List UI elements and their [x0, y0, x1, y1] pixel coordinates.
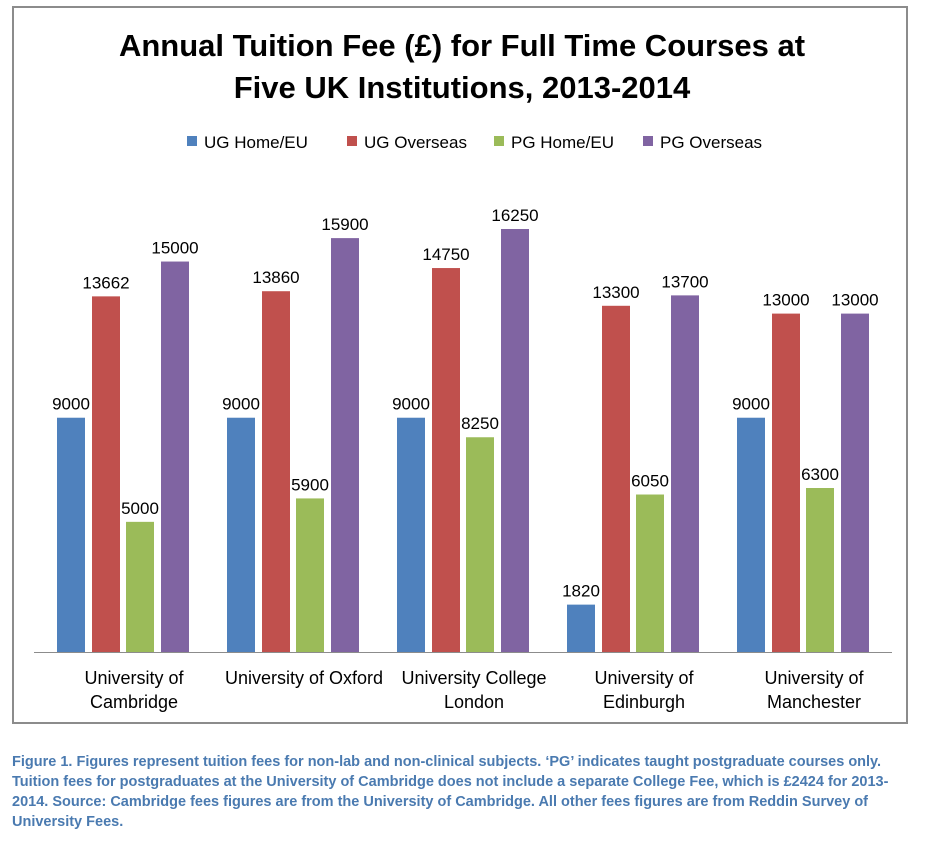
bar: [432, 268, 460, 652]
bar: [331, 238, 359, 652]
bar: [841, 313, 869, 652]
data-label: 13860: [252, 268, 299, 287]
data-label: 1820: [562, 582, 600, 601]
figure-caption: Figure 1. Figures represent tuition fees…: [12, 754, 889, 830]
bar: [602, 305, 630, 652]
legend-swatch: [347, 136, 357, 146]
legend-swatch: [187, 136, 197, 146]
data-label: 13000: [762, 291, 809, 310]
category-label: Manchester: [767, 692, 861, 712]
bar: [397, 417, 425, 652]
category-label: University College: [401, 668, 546, 688]
data-label: 13000: [831, 291, 878, 310]
category-label: University of: [764, 668, 864, 688]
data-label: 13662: [82, 273, 129, 292]
chart-title-line: Annual Tuition Fee (£) for Full Time Cou…: [119, 28, 805, 63]
legend-swatch: [643, 136, 653, 146]
bar: [671, 295, 699, 652]
legend-swatch: [494, 136, 504, 146]
legend-label: UG Home/EU: [204, 133, 308, 152]
category-label: London: [444, 692, 504, 712]
bar: [262, 291, 290, 652]
bar: [806, 488, 834, 652]
category-label: University of: [84, 668, 184, 688]
bar: [466, 437, 494, 652]
bar: [636, 494, 664, 652]
data-label: 5900: [291, 475, 329, 494]
legend-label: PG Overseas: [660, 133, 762, 152]
data-label: 15000: [151, 239, 198, 258]
legend-label: UG Overseas: [364, 133, 467, 152]
data-label: 5000: [121, 499, 159, 518]
data-label: 9000: [52, 395, 90, 414]
bar: [737, 417, 765, 652]
bar: [57, 417, 85, 652]
bar: [161, 261, 189, 652]
chart-svg: Annual Tuition Fee (£) for Full Time Cou…: [34, 28, 892, 712]
legend-label: PG Home/EU: [511, 133, 614, 152]
data-label: 9000: [222, 395, 260, 414]
data-label: 13300: [592, 283, 639, 302]
data-label: 9000: [392, 395, 430, 414]
chart-frame: Annual Tuition Fee (£) for Full Time Cou…: [12, 6, 908, 724]
data-label: 6050: [631, 472, 669, 491]
data-label: 13700: [661, 272, 708, 291]
data-label: 15900: [321, 215, 368, 234]
category-label: University of Oxford: [225, 668, 383, 688]
bar: [567, 604, 595, 652]
bar: [126, 521, 154, 652]
bar: [92, 296, 120, 652]
data-label: 6300: [801, 465, 839, 484]
data-label: 16250: [491, 206, 538, 225]
category-label: University of: [594, 668, 694, 688]
bar: [296, 498, 324, 652]
chart-title-line: Five UK Institutions, 2013-2014: [234, 70, 691, 105]
category-label: Cambridge: [90, 692, 178, 712]
bar: [227, 417, 255, 652]
data-label: 9000: [732, 395, 770, 414]
data-label: 8250: [461, 414, 499, 433]
data-label: 14750: [422, 245, 469, 264]
category-label: Edinburgh: [603, 692, 685, 712]
bar: [772, 313, 800, 652]
bar: [501, 229, 529, 652]
